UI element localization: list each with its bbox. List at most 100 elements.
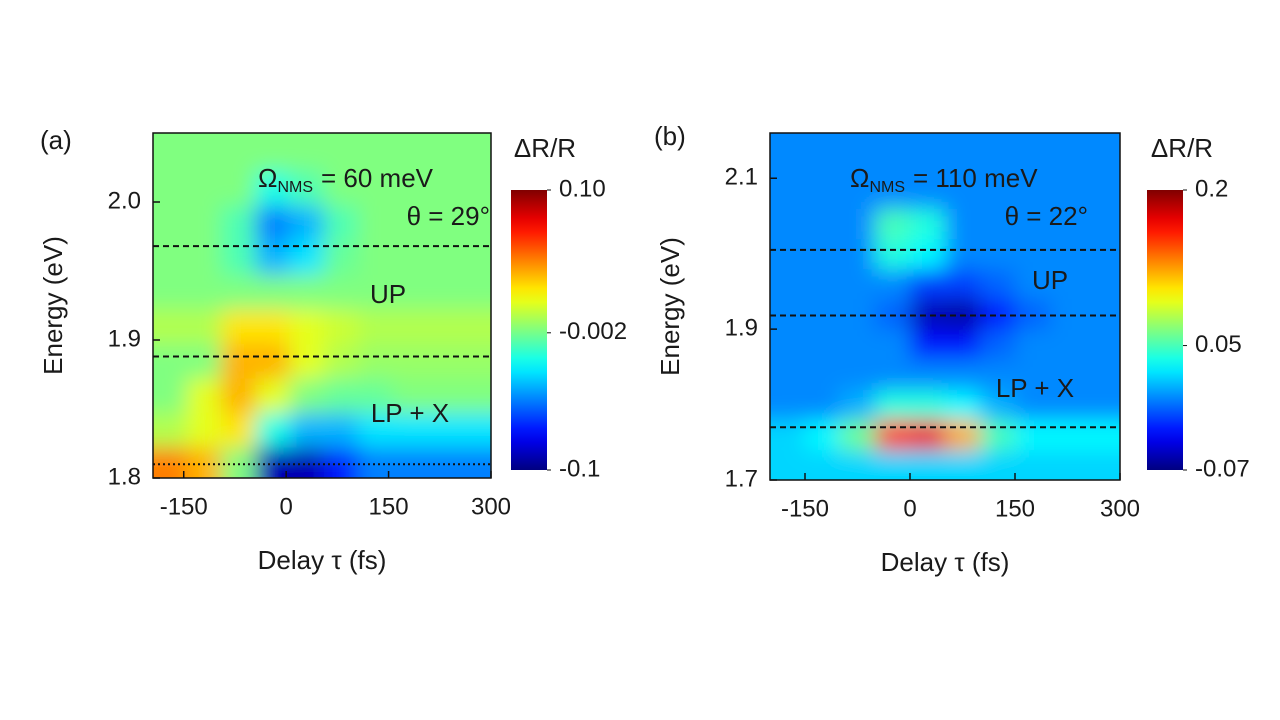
heatmap-cell xyxy=(357,170,393,206)
colorbar-tick-label: 0.05 xyxy=(1195,331,1242,358)
heatmap-cell xyxy=(1085,133,1120,179)
heatmap-cell xyxy=(426,133,461,172)
heatmap-cell xyxy=(770,268,806,300)
heatmap-cell xyxy=(1015,208,1051,240)
heatmap-cell xyxy=(426,205,461,241)
heatmap-cell xyxy=(255,274,291,310)
heatmap-cell xyxy=(391,133,427,172)
heatmap-cell xyxy=(221,205,256,241)
heatmap-cell xyxy=(945,298,981,330)
heatmap-cell xyxy=(840,133,876,179)
heatmap-cell xyxy=(805,359,841,390)
x-tick-label: 150 xyxy=(369,493,409,520)
heatmap-cell xyxy=(1085,359,1120,390)
heatmap-cell xyxy=(910,238,946,270)
heatmap-cell xyxy=(221,377,256,413)
heatmap-cell xyxy=(221,308,256,344)
omega-subscript: NMS xyxy=(277,179,313,196)
heatmap-cell xyxy=(770,359,806,390)
heatmap-cell xyxy=(255,205,291,241)
heatmap-cell xyxy=(805,238,841,270)
heatmap-cell xyxy=(391,377,427,413)
heatmap-cell xyxy=(187,308,222,344)
x-tick-label: 300 xyxy=(471,493,511,520)
heatmap-cell xyxy=(980,268,1016,300)
heatmap-cell xyxy=(323,239,359,275)
x-tick-label: -150 xyxy=(160,493,208,520)
heatmap-cell xyxy=(460,308,491,344)
heatmap-cell xyxy=(153,274,188,310)
heatmap-cell xyxy=(255,308,291,344)
heatmap-cell xyxy=(1015,449,1051,480)
heatmap-cell xyxy=(840,329,876,360)
heatmap-cell xyxy=(980,238,1016,270)
colorbar-label: ΔR/R xyxy=(514,133,576,163)
x-tick-label: 150 xyxy=(995,495,1035,522)
heatmap-cell xyxy=(770,133,806,179)
heatmap-cell xyxy=(875,329,911,360)
heatmap-cell xyxy=(945,359,981,390)
heatmap-cell xyxy=(1015,298,1051,330)
heatmap-cell xyxy=(391,412,427,448)
heatmap-cell xyxy=(1085,208,1120,240)
colorbar-tick-label: -0.002 xyxy=(559,318,627,345)
heatmap-cell xyxy=(255,412,291,448)
heatmap-cell xyxy=(1050,298,1086,330)
heatmap-cell xyxy=(221,343,256,379)
heatmap-cell xyxy=(910,419,946,451)
colorbar-tick-label: -0.07 xyxy=(1195,455,1250,482)
heatmap-cell xyxy=(910,329,946,360)
heatmap-cell xyxy=(323,377,359,413)
heatmap-cell xyxy=(460,412,491,448)
theta-annotation: θ = 22° xyxy=(1005,201,1088,231)
heatmap-cell xyxy=(1050,178,1086,209)
heatmap-cell xyxy=(391,343,427,379)
omega-annotation: ΩNMS = 60 meV xyxy=(258,163,434,196)
heatmap-cell xyxy=(391,205,427,241)
heatmap-cell xyxy=(980,208,1016,240)
heatmap-cell xyxy=(840,389,876,421)
heatmap-cell xyxy=(153,343,188,379)
heatmap-cell xyxy=(323,446,359,478)
heatmap-cell xyxy=(460,170,491,206)
heatmap-area xyxy=(153,133,491,478)
heatmap-cell xyxy=(910,449,946,480)
heatmap-cell xyxy=(980,449,1016,480)
heatmap-cell xyxy=(289,343,325,379)
heatmap-cell xyxy=(357,412,393,448)
heatmap-cell xyxy=(221,274,256,310)
heatmap-cell xyxy=(945,449,981,480)
heatmap-cell xyxy=(1015,359,1051,390)
heatmap-cell xyxy=(1050,389,1086,421)
omega-text: = 110 meV xyxy=(913,163,1038,193)
heatmap-cell xyxy=(460,377,491,413)
region-label: UP xyxy=(370,279,406,309)
heatmap-cell xyxy=(910,359,946,390)
heatmap-cell xyxy=(187,377,222,413)
heatmap-cell xyxy=(187,133,222,172)
heatmap-cell xyxy=(840,178,876,209)
heatmap-cell xyxy=(1015,133,1051,179)
heatmap-cell xyxy=(945,389,981,421)
heatmap-cell xyxy=(357,343,393,379)
colorbar-tick-label: -0.1 xyxy=(559,455,600,482)
heatmap-cell xyxy=(357,446,393,478)
heatmap-cell xyxy=(840,238,876,270)
heatmap-cell xyxy=(770,208,806,240)
heatmap-cell xyxy=(460,205,491,241)
heatmap-cell xyxy=(1085,178,1120,209)
heatmap-cell xyxy=(1085,238,1120,270)
heatmap-cell xyxy=(153,446,188,478)
heatmap-cell xyxy=(426,343,461,379)
heatmap-cell xyxy=(875,238,911,270)
heatmap-cell xyxy=(357,274,393,310)
x-tick-label: 0 xyxy=(903,495,916,522)
heatmap-cell xyxy=(770,419,806,451)
heatmap-cell xyxy=(945,268,981,300)
heatmap-cell xyxy=(221,133,256,172)
heatmap-cell xyxy=(323,412,359,448)
heatmap-cell xyxy=(770,178,806,209)
heatmap-cell xyxy=(221,446,256,478)
heatmap-cell xyxy=(805,133,841,179)
